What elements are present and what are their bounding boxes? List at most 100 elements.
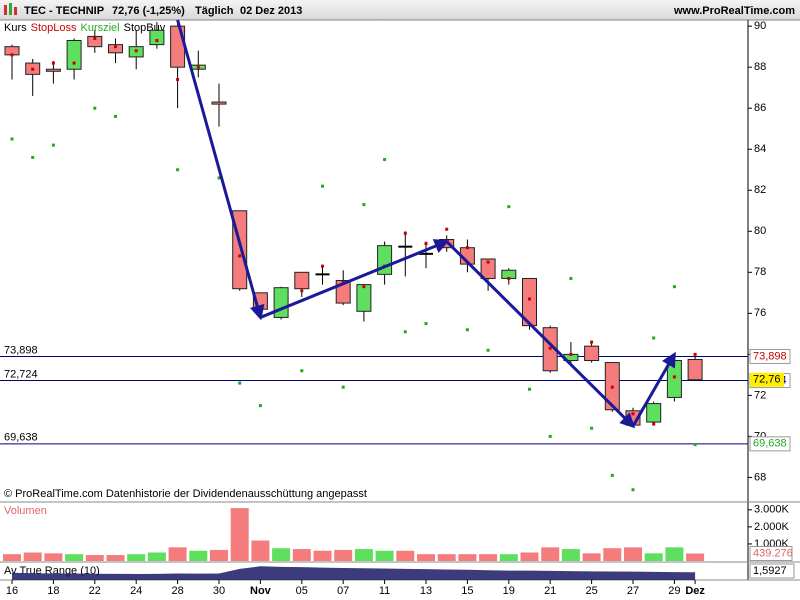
legend-entry: StopLoss bbox=[31, 22, 77, 34]
candle-body bbox=[149, 29, 165, 46]
legend-entry: Kurs bbox=[4, 22, 27, 34]
atr-area bbox=[12, 566, 696, 580]
candle-body bbox=[646, 403, 662, 423]
header-bar bbox=[0, 0, 800, 20]
marker-dot bbox=[10, 53, 14, 57]
marker-dot bbox=[114, 114, 117, 118]
volume-bar bbox=[417, 554, 435, 561]
volume-bar bbox=[44, 553, 63, 561]
x-tick-label: Dez bbox=[685, 585, 705, 597]
marker-dot bbox=[134, 49, 138, 53]
y-tick-label: 80 bbox=[754, 225, 766, 237]
marker-dot bbox=[486, 348, 490, 352]
marker-dot bbox=[569, 276, 573, 280]
x-tick-label: 24 bbox=[130, 585, 142, 597]
volume-bar bbox=[665, 547, 684, 561]
volume-bar bbox=[458, 554, 477, 561]
candle-body bbox=[273, 287, 289, 318]
last-price-tag bbox=[750, 372, 784, 387]
volume-bar bbox=[603, 548, 622, 561]
candle-body bbox=[666, 360, 682, 398]
marker-dot bbox=[590, 340, 594, 344]
level-label: 73,898 bbox=[4, 344, 38, 356]
y-tick-label: 2.000K bbox=[754, 521, 790, 533]
marker-dot bbox=[528, 297, 531, 301]
marker-dot bbox=[507, 276, 511, 280]
marker-dot bbox=[51, 143, 55, 147]
marker-dot bbox=[693, 352, 697, 356]
volume-bar bbox=[106, 555, 125, 561]
volume-bar bbox=[375, 550, 394, 561]
level-tag-label: 73,898 bbox=[753, 350, 787, 362]
footnote: © ProRealTime.com Datenhistorie der Divi… bbox=[4, 488, 367, 500]
y-tick-label: 72 bbox=[754, 389, 766, 401]
value-label: 1,5927 bbox=[753, 565, 787, 577]
marker-dot bbox=[31, 155, 35, 159]
value-tag bbox=[749, 546, 793, 562]
marker-dot bbox=[176, 168, 180, 172]
volume-bar bbox=[168, 547, 187, 561]
y-tick-label: 76 bbox=[754, 307, 766, 319]
marker-dot bbox=[403, 231, 407, 235]
level-tag bbox=[749, 436, 791, 452]
volume-bar bbox=[520, 552, 539, 561]
marker-dot bbox=[528, 387, 531, 391]
marker-dot bbox=[238, 254, 242, 258]
marker-dot bbox=[321, 264, 324, 268]
source: www.ProRealTime.com bbox=[673, 5, 795, 17]
volume-bar bbox=[396, 550, 415, 561]
marker-dot bbox=[93, 36, 97, 40]
marker-dot bbox=[72, 61, 76, 65]
candle-body bbox=[480, 258, 496, 279]
x-tick-label: 11 bbox=[379, 585, 390, 597]
app-icon bbox=[4, 3, 17, 15]
x-tick-label: 15 bbox=[461, 585, 473, 597]
x-tick-label: 28 bbox=[171, 585, 183, 597]
candle-body bbox=[108, 44, 123, 54]
marker-dot bbox=[31, 67, 35, 71]
header: TEC - TECHNIP 72,76 (-1,25%) Täglich 02 … bbox=[24, 5, 302, 17]
marker-dot bbox=[672, 285, 676, 289]
legend: Kurs StopLoss Kursziel StopBuy bbox=[4, 22, 166, 34]
volume-bar bbox=[127, 554, 146, 561]
y-tick-label: 82 bbox=[754, 184, 766, 196]
volume-bar bbox=[437, 554, 456, 561]
marker-dot bbox=[383, 157, 387, 161]
marker-dot bbox=[341, 385, 345, 389]
candle-body bbox=[211, 101, 227, 105]
x-tick-label: 21 bbox=[544, 585, 556, 597]
volume-bar bbox=[582, 553, 601, 561]
x-tick-label: 30 bbox=[213, 585, 225, 597]
volume-bar bbox=[686, 553, 705, 561]
y-tick-label: 88 bbox=[754, 61, 766, 73]
trend-arrow bbox=[259, 239, 450, 319]
x-tick-label: 18 bbox=[47, 585, 59, 597]
marker-dot bbox=[465, 246, 469, 250]
marker-dot bbox=[321, 184, 324, 188]
candle-body bbox=[66, 40, 82, 70]
marker-dot bbox=[610, 385, 614, 389]
legend-entry: Kursziel bbox=[81, 22, 120, 34]
marker-dot bbox=[362, 285, 366, 289]
marker-dot bbox=[465, 328, 469, 332]
x-tick-label: 07 bbox=[337, 585, 349, 597]
volume-bar bbox=[479, 554, 498, 561]
marker-dot bbox=[548, 346, 552, 350]
candle-body bbox=[294, 271, 310, 290]
instrument: TEC - TECHNIP bbox=[24, 5, 104, 17]
marker-dot bbox=[176, 77, 180, 81]
volume-bar bbox=[272, 548, 291, 561]
marker-dot bbox=[258, 404, 262, 408]
y-tick-label: 68 bbox=[754, 471, 766, 483]
marker-dot bbox=[652, 336, 656, 340]
marker-dot bbox=[424, 322, 428, 326]
x-tick-label: 13 bbox=[420, 585, 432, 597]
value-tag bbox=[749, 563, 795, 579]
level-tag-label: 69,638 bbox=[753, 438, 787, 450]
x-tick-label: 19 bbox=[503, 585, 515, 597]
marker-dot bbox=[507, 205, 511, 209]
volume-bar bbox=[334, 549, 353, 561]
x-tick-label: 25 bbox=[585, 585, 597, 597]
volume-title: Volumen bbox=[4, 505, 47, 517]
y-tick-label: 3.000K bbox=[754, 504, 790, 516]
